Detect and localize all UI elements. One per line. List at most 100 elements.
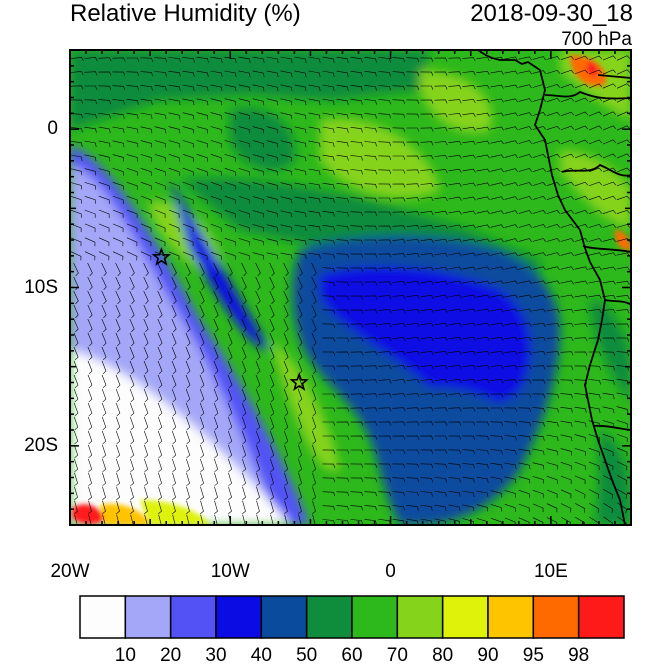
wind-barb: [378, 491, 391, 497]
wind-barb: [228, 472, 232, 486]
wind-barb: [143, 276, 149, 291]
wind-barb: [490, 98, 504, 103]
wind-barb: [213, 290, 219, 305]
wind-barb: [476, 266, 490, 271]
wind-barb: [504, 435, 517, 441]
wind-barb: [420, 322, 434, 327]
wind-barb: [504, 407, 518, 412]
wind-barb: [154, 154, 166, 162]
wind-barb: [420, 127, 434, 132]
wind-barb: [238, 238, 250, 246]
wind-barb: [350, 84, 363, 91]
wind-barb: [280, 112, 293, 120]
wind-barb: [140, 223, 152, 233]
wind-barb: [284, 458, 289, 473]
wind-barb: [448, 393, 462, 398]
colorbar-label: 10: [114, 645, 136, 666]
wind-barb: [88, 486, 92, 500]
wind-barb: [504, 210, 518, 214]
wind-barb: [378, 365, 392, 370]
wind-barb: [280, 98, 293, 106]
wind-barb: [73, 430, 79, 445]
wind-barb: [158, 500, 162, 514]
colorbar-swatch: [577, 595, 625, 639]
wind-barb: [392, 365, 406, 370]
wind-barb: [172, 514, 176, 525]
wind-barb: [560, 365, 574, 370]
wind-barb: [448, 322, 462, 327]
wind-barb: [74, 514, 78, 525]
wind-barb: [406, 421, 420, 426]
wind-barb: [364, 435, 378, 440]
wind-barb: [434, 169, 448, 174]
wind-barb: [532, 489, 544, 498]
wind-barb: [70, 237, 82, 247]
wind-barb: [462, 126, 476, 131]
colorbar-swatch: [532, 595, 580, 639]
station-markers: [151, 247, 309, 391]
wind-barb: [283, 430, 289, 445]
wind-barb: [490, 350, 504, 355]
wind-barb: [546, 351, 560, 356]
wind-barb: [214, 444, 219, 459]
wind-barb: [378, 351, 392, 356]
wind-barb: [227, 332, 233, 347]
wind-barb: [294, 70, 307, 78]
wind-barb: [312, 472, 316, 486]
wind-barb: [154, 223, 166, 233]
wind-barb: [297, 416, 303, 431]
wind-barb: [476, 154, 490, 159]
wind-barb: [490, 421, 504, 426]
wind-barb: [364, 71, 377, 77]
wind-barb: [434, 141, 448, 146]
wind-barb: [602, 125, 617, 131]
wind-barb: [462, 238, 476, 243]
wind-barb: [350, 267, 364, 272]
wind-barb: [297, 430, 303, 445]
wind-barb: [602, 224, 616, 228]
wind-barb: [210, 251, 222, 260]
wind-barb: [462, 407, 476, 412]
wind-barb: [157, 332, 163, 347]
wind-barb: [406, 141, 420, 146]
wind-barb: [504, 168, 518, 172]
wind-barb: [185, 290, 191, 305]
wind-barb: [157, 346, 163, 361]
wind-barb: [284, 472, 288, 486]
wind-barb: [560, 139, 575, 145]
wind-barb: [406, 57, 420, 63]
wind-barb: [87, 346, 93, 361]
wind-barb: [602, 323, 616, 328]
wind-barb: [588, 406, 601, 414]
wind-barb: [297, 276, 303, 291]
wind-barb: [350, 519, 363, 525]
wind-barb: [252, 70, 265, 78]
wind-barb: [283, 290, 289, 305]
wind-barb: [616, 280, 630, 285]
wind-barb: [199, 402, 205, 417]
wind-barb: [448, 407, 462, 412]
wind-barb: [269, 262, 275, 277]
wind-barb: [98, 140, 111, 148]
wind-barb: [129, 388, 135, 403]
wind-barb: [406, 308, 420, 314]
wind-barb: [228, 458, 233, 473]
wind-barb: [126, 85, 139, 91]
wind-barb: [238, 210, 250, 218]
wind-barb: [102, 472, 106, 486]
wind-barb: [490, 210, 504, 215]
wind-barb: [364, 197, 378, 203]
wind-barb: [434, 491, 447, 497]
wind-barb: [200, 486, 204, 500]
wind-barb: [280, 210, 293, 218]
wind-barb: [186, 444, 191, 459]
wind-barb: [199, 290, 205, 305]
wind-barb: [284, 500, 288, 514]
wind-barb: [238, 112, 251, 120]
wind-barb: [350, 463, 364, 468]
wind-barb: [266, 154, 279, 162]
wind-barb: [392, 183, 406, 188]
wind-barb: [406, 155, 420, 160]
wind-barb: [115, 290, 121, 305]
wind-barb: [101, 262, 107, 277]
